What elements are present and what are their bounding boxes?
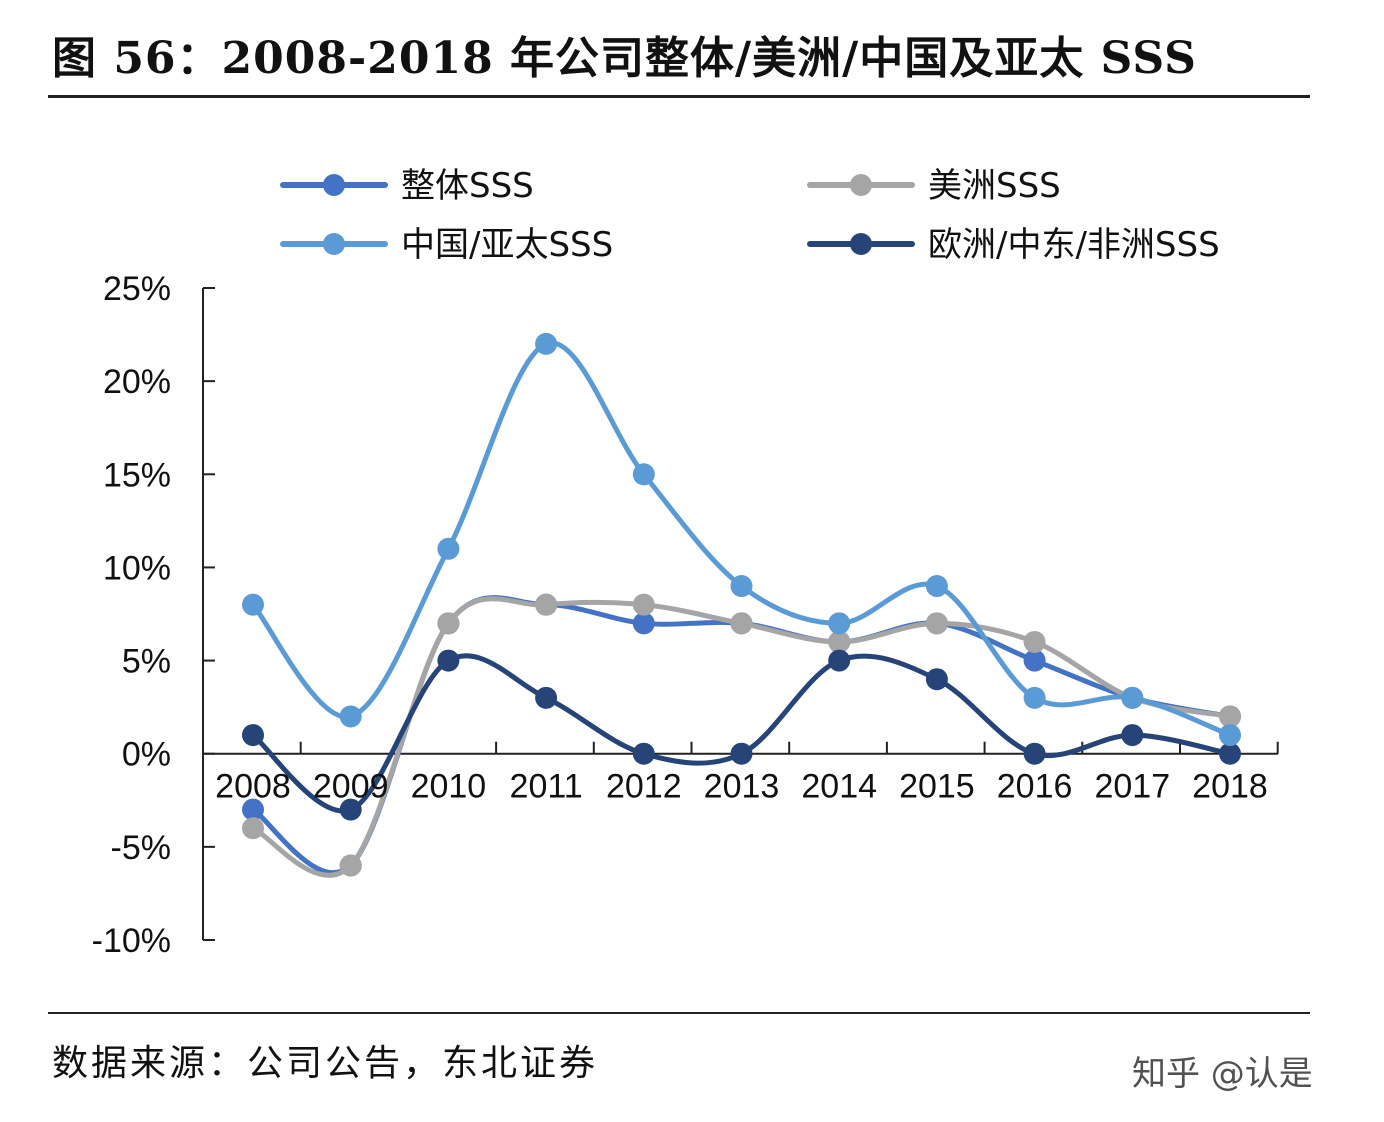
data-point [1023, 649, 1046, 672]
x-tick-label: 2008 [215, 768, 291, 806]
series-line [250, 340, 1233, 738]
legend-item: 整体SSS [280, 166, 534, 206]
chart-legend: 整体SSS 美洲SSS 中国/亚太SSS 欧洲/中东/非洲SSS [280, 166, 1220, 265]
y-tick-label: -10% [92, 922, 171, 960]
chart-tick-labels: 25% 20% 15% 10% 5% 0% -5% -10% 2008 2009 2010 2011 2… [92, 270, 1268, 960]
series-line [250, 596, 1233, 878]
y-tick-label: 5% [122, 643, 171, 681]
data-point [1219, 742, 1241, 765]
data-point [925, 668, 948, 691]
legend-item: 美洲SSS [807, 166, 1061, 206]
x-tick-label: 2012 [606, 768, 682, 806]
data-point [730, 575, 753, 598]
data-point [437, 612, 460, 635]
data-point [535, 593, 558, 616]
data-point [1023, 742, 1046, 765]
legend-swatch-marker [323, 174, 345, 196]
data-point [1121, 686, 1144, 709]
y-tick-label: 0% [122, 736, 171, 774]
x-tick-label: 2015 [899, 768, 975, 806]
data-point [730, 612, 753, 635]
x-tick-label: 2014 [801, 768, 877, 806]
data-point [437, 649, 460, 672]
data-point [339, 705, 362, 728]
series-1 [242, 593, 1241, 878]
x-tick-label: 2017 [1094, 768, 1170, 806]
data-point [828, 649, 851, 672]
legend-label: 欧洲/中东/非洲SSS [928, 225, 1220, 265]
series-3 [242, 649, 1241, 821]
page-title: 图 56：2008-2018 年公司整体/美洲/中国及亚太 SSS [52, 33, 1197, 84]
data-point [632, 463, 655, 486]
data-point [339, 854, 362, 877]
title-divider [48, 95, 1310, 98]
data-point [1219, 705, 1241, 728]
data-point [632, 742, 655, 765]
legend-swatch-marker [850, 174, 872, 196]
data-point [925, 612, 948, 635]
chart-series [242, 332, 1241, 878]
y-tick-label: 20% [103, 363, 171, 401]
x-tick-label: 2016 [997, 768, 1073, 806]
y-tick-label: 25% [103, 270, 171, 308]
x-tick-label: 2018 [1192, 768, 1268, 806]
data-point [535, 686, 558, 709]
legend-swatch-marker [850, 233, 872, 255]
y-tick-label: -5% [111, 829, 171, 867]
source-divider [48, 1012, 1310, 1014]
x-tick-label: 2011 [510, 768, 583, 806]
data-point [242, 798, 264, 821]
data-point [1219, 724, 1241, 747]
data-point [730, 742, 753, 765]
data-point [828, 612, 851, 635]
x-tick-label: 2009 [313, 768, 389, 806]
data-point [437, 537, 460, 560]
x-tick-label: 2010 [411, 768, 487, 806]
data-point [339, 798, 362, 821]
legend-label: 中国/亚太SSS [401, 225, 613, 265]
data-point [1023, 630, 1046, 653]
data-point [1023, 686, 1046, 709]
x-tick-label: 2013 [704, 768, 780, 806]
data-point [242, 817, 264, 840]
legend-label: 美洲SSS [928, 166, 1061, 206]
legend-label: 整体SSS [401, 166, 534, 206]
y-tick-label: 10% [103, 549, 171, 587]
data-point [925, 575, 948, 598]
data-point [242, 724, 264, 747]
legend-swatch-marker [323, 233, 345, 255]
data-point [828, 630, 851, 653]
series-0 [242, 593, 1241, 877]
watermark: 知乎 @认是 [1132, 1054, 1313, 1094]
series-2 [242, 332, 1241, 747]
data-point [535, 332, 558, 355]
data-point [632, 593, 655, 616]
data-point [1121, 724, 1144, 747]
data-point [632, 612, 655, 635]
data-point [242, 593, 264, 616]
y-tick-label: 15% [103, 456, 171, 494]
source-note: 数据来源：公司公告，东北证券 [52, 1043, 599, 1084]
legend-item: 中国/亚太SSS [280, 225, 613, 265]
legend-item: 欧洲/中东/非洲SSS [807, 225, 1220, 265]
